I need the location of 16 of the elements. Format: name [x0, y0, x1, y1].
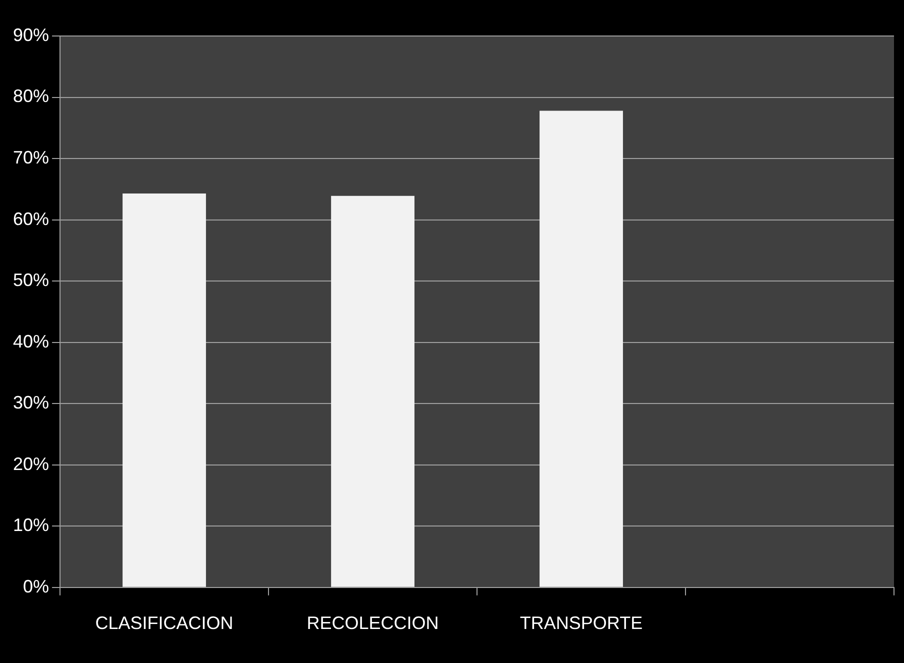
y-tick-label: 80% [12, 86, 50, 106]
y-tick-label: 60% [12, 208, 50, 229]
bar [122, 193, 206, 587]
y-tick-label: 30% [12, 392, 50, 413]
x-tick-label: RECOLECCION [306, 613, 439, 634]
x-tick-label: TRANSPORTE [520, 613, 643, 634]
bar [540, 110, 623, 587]
bar [331, 196, 414, 587]
y-tick-label: 20% [12, 454, 50, 474]
y-tick-label: 0% [23, 576, 50, 596]
y-tick-label: 50% [12, 270, 50, 290]
y-tick-label: 70% [12, 148, 50, 168]
y-tick-label: 10% [12, 515, 50, 536]
y-tick-label: 40% [12, 331, 50, 352]
x-tick-label: CLASIFICACION [95, 613, 234, 634]
y-tick-label: 90% [12, 24, 50, 45]
